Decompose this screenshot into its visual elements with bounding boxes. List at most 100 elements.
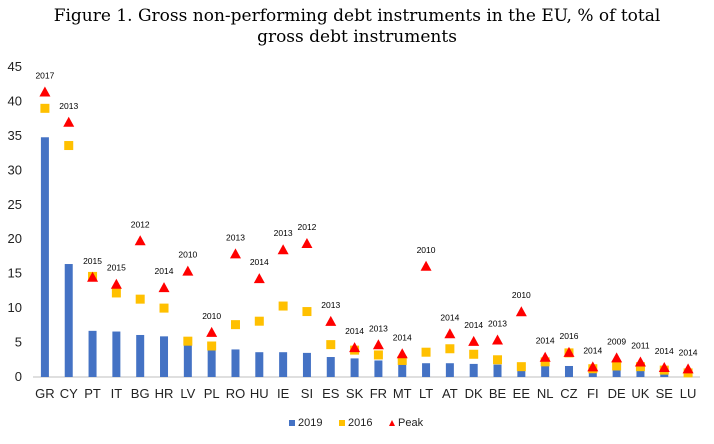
bar-2019-ro xyxy=(231,349,240,377)
marker-peak-be xyxy=(492,334,504,345)
peak-year-label: 2013 xyxy=(226,232,245,242)
legend-swatch-2016 xyxy=(339,420,345,426)
y-tick-label: 20 xyxy=(8,231,22,246)
marker-peak-de xyxy=(611,352,623,363)
marker-peak-uk xyxy=(634,356,646,367)
bar-2019-mt xyxy=(398,363,407,377)
bar-2019-nl xyxy=(541,364,550,377)
peak-year-label: 2012 xyxy=(297,222,316,232)
legend: 2019 2016 Peak xyxy=(289,417,424,429)
peak-year-label: 2010 xyxy=(178,250,197,260)
series-peak-markers xyxy=(39,86,694,374)
marker-peak-gr xyxy=(39,86,51,97)
peak-year-label: 2013 xyxy=(321,300,340,310)
x-tick-label: MT xyxy=(393,386,412,401)
bar-2019-fr xyxy=(374,360,383,377)
marker-peak-ee xyxy=(515,306,527,317)
peak-year-label: 2013 xyxy=(59,101,78,111)
bar-2019-pt xyxy=(88,330,97,377)
x-tick-label: SE xyxy=(656,386,674,401)
x-tick-label: LU xyxy=(680,386,697,401)
x-tick-label: CZ xyxy=(560,386,577,401)
y-tick-label: 40 xyxy=(8,93,22,108)
x-tick-label: GR xyxy=(35,386,55,401)
bar-2019-sk xyxy=(350,358,359,377)
peak-year-label: 2014 xyxy=(464,320,483,330)
marker-peak-fi xyxy=(587,361,599,372)
peak-year-label: 2016 xyxy=(560,331,579,341)
bar-2019-bg xyxy=(136,334,145,377)
peak-year-label: 2010 xyxy=(512,290,531,300)
bar-2019-de xyxy=(612,370,621,377)
peak-year-label: 2014 xyxy=(655,346,674,356)
x-tick-label: UK xyxy=(631,386,649,401)
marker-2016-pl xyxy=(207,341,217,351)
bar-2019-se xyxy=(660,373,669,377)
marker-peak-lt xyxy=(420,260,432,271)
bar-2019-hu xyxy=(255,352,264,377)
marker-peak-sk xyxy=(349,342,361,353)
x-tick-label: BE xyxy=(489,386,507,401)
marker-2016-uk xyxy=(635,362,645,372)
marker-2016-bg xyxy=(135,294,145,304)
bar-2019-ee xyxy=(517,370,526,377)
x-tick-label: IE xyxy=(277,386,290,401)
peak-year-label: 2014 xyxy=(250,257,269,267)
x-tick-label: HR xyxy=(155,386,174,401)
marker-2016-fr xyxy=(373,350,383,360)
marker-2016-nl xyxy=(540,357,550,367)
peak-year-label: 2012 xyxy=(131,219,150,229)
legend-label-2019: 2019 xyxy=(298,417,322,429)
bar-2019-ie xyxy=(279,352,288,377)
marker-2016-de xyxy=(612,361,622,371)
marker-peak-bg xyxy=(134,235,146,246)
y-tick-label: 15 xyxy=(8,266,22,281)
y-tick-label: 35 xyxy=(8,128,22,143)
marker-peak-cy xyxy=(63,116,75,127)
marker-peak-se xyxy=(658,362,670,373)
peak-year-label: 2017 xyxy=(35,70,54,80)
marker-2016-es xyxy=(326,340,336,350)
marker-peak-si xyxy=(301,238,313,249)
marker-peak-nl xyxy=(539,351,551,362)
marker-peak-at xyxy=(444,328,456,339)
peak-year-label: 2015 xyxy=(107,263,126,273)
y-tick-label: 0 xyxy=(15,369,22,384)
peak-year-label: 2013 xyxy=(488,318,507,328)
marker-peak-fr xyxy=(372,339,384,350)
peak-year-label: 2011 xyxy=(631,341,650,351)
x-tick-label: SK xyxy=(346,386,364,401)
marker-2016-lv xyxy=(183,336,193,346)
marker-peak-es xyxy=(325,315,337,326)
bar-2019-gr xyxy=(40,137,49,377)
marker-2016-dk xyxy=(469,349,479,359)
marker-peak-lu xyxy=(682,363,694,374)
legend-swatch-2019 xyxy=(289,420,295,426)
marker-peak-pt xyxy=(87,271,99,282)
peak-year-label: 2010 xyxy=(417,245,436,255)
bar-2019-it xyxy=(112,331,121,377)
peak-year-label: 2015 xyxy=(83,256,102,266)
bar-2019-uk xyxy=(636,370,645,377)
peak-year-label: 2014 xyxy=(679,347,698,357)
x-tick-label: NL xyxy=(537,386,554,401)
peak-year-label: 2009 xyxy=(607,336,626,346)
peak-year-label: 2014 xyxy=(536,336,555,346)
marker-2016-cy xyxy=(64,141,74,151)
bar-2019-fi xyxy=(588,372,597,377)
marker-2016-lt xyxy=(421,347,431,357)
legend-swatch-peak xyxy=(389,420,395,426)
series-2019-bars xyxy=(40,137,693,377)
peak-year-label: 2013 xyxy=(274,228,293,238)
x-tick-label: EE xyxy=(513,386,531,401)
peak-year-label: 2014 xyxy=(393,332,412,342)
x-tick-label: CY xyxy=(60,386,78,401)
x-axis: GR CY PT IT BG HR LV PL RO HU IE SI ES SK FR MT LT AT DK BE… xyxy=(33,376,700,401)
peak-year-label: 2010 xyxy=(202,311,221,321)
peak-year-label: 2014 xyxy=(155,266,174,276)
x-tick-label: SI xyxy=(301,386,313,401)
marker-2016-si xyxy=(302,307,312,317)
marker-peak-hr xyxy=(158,282,170,293)
marker-peak-lv xyxy=(182,265,194,276)
peak-year-label: 2013 xyxy=(369,323,388,333)
